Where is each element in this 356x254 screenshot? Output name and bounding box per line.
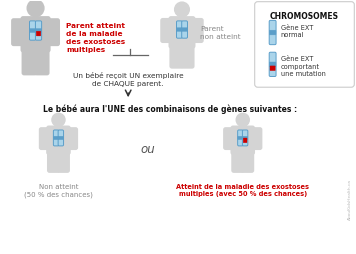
Text: Gène EXT
normal: Gène EXT normal <box>281 25 313 38</box>
Text: Parent atteint
de la maladie
des exostoses
multiples: Parent atteint de la maladie des exostos… <box>67 23 126 53</box>
Text: CHROMOSOMES: CHROMOSOMES <box>270 12 339 21</box>
FancyBboxPatch shape <box>238 130 243 146</box>
FancyBboxPatch shape <box>269 62 276 67</box>
Text: Gène EXT
comportant
une mutation: Gène EXT comportant une mutation <box>281 56 325 77</box>
Circle shape <box>27 0 44 17</box>
Circle shape <box>236 113 249 126</box>
FancyBboxPatch shape <box>241 150 254 173</box>
FancyBboxPatch shape <box>30 21 36 40</box>
FancyBboxPatch shape <box>53 136 59 140</box>
FancyBboxPatch shape <box>53 130 59 146</box>
FancyBboxPatch shape <box>44 18 60 46</box>
FancyBboxPatch shape <box>182 21 188 38</box>
FancyBboxPatch shape <box>180 43 195 69</box>
FancyBboxPatch shape <box>46 125 71 155</box>
FancyBboxPatch shape <box>160 18 174 43</box>
FancyBboxPatch shape <box>269 52 276 76</box>
Text: Un bébé reçoit UN exemplaire
de CHAQUE parent.: Un bébé reçoit UN exemplaire de CHAQUE p… <box>73 72 183 87</box>
FancyBboxPatch shape <box>36 29 42 33</box>
FancyBboxPatch shape <box>243 138 247 143</box>
FancyBboxPatch shape <box>22 47 37 75</box>
Circle shape <box>52 113 65 126</box>
FancyBboxPatch shape <box>58 136 63 140</box>
FancyBboxPatch shape <box>230 125 255 155</box>
FancyBboxPatch shape <box>58 130 64 146</box>
Text: AbouKidsHealth.ca: AbouKidsHealth.ca <box>348 179 352 220</box>
FancyBboxPatch shape <box>168 16 195 49</box>
FancyBboxPatch shape <box>11 18 27 46</box>
FancyBboxPatch shape <box>35 21 42 40</box>
FancyBboxPatch shape <box>65 127 78 150</box>
FancyBboxPatch shape <box>231 150 245 173</box>
Text: Le bébé aura l'UNE des combinaisons de gènes suivantes :: Le bébé aura l'UNE des combinaisons de g… <box>43 104 297 114</box>
FancyBboxPatch shape <box>177 28 182 31</box>
Circle shape <box>175 2 189 17</box>
FancyBboxPatch shape <box>177 21 182 38</box>
FancyBboxPatch shape <box>269 20 276 45</box>
FancyBboxPatch shape <box>182 28 187 31</box>
Text: Parent
non atteint: Parent non atteint <box>200 26 241 40</box>
FancyBboxPatch shape <box>21 16 51 52</box>
FancyBboxPatch shape <box>223 127 236 150</box>
FancyBboxPatch shape <box>190 18 204 43</box>
FancyBboxPatch shape <box>242 136 248 140</box>
FancyBboxPatch shape <box>270 66 275 71</box>
FancyBboxPatch shape <box>269 30 276 35</box>
FancyBboxPatch shape <box>242 130 248 146</box>
FancyBboxPatch shape <box>238 136 243 140</box>
FancyBboxPatch shape <box>169 43 184 69</box>
FancyBboxPatch shape <box>57 150 70 173</box>
FancyBboxPatch shape <box>249 127 262 150</box>
FancyBboxPatch shape <box>47 150 60 173</box>
FancyBboxPatch shape <box>34 47 49 75</box>
Text: Non atteint
(50 % des chances): Non atteint (50 % des chances) <box>24 184 93 198</box>
FancyBboxPatch shape <box>255 2 354 87</box>
Text: Atteint de la maladie des exostoses
multiples (avec 50 % des chances): Atteint de la maladie des exostoses mult… <box>176 184 309 197</box>
Text: ou: ou <box>141 143 156 156</box>
FancyBboxPatch shape <box>39 127 52 150</box>
FancyBboxPatch shape <box>36 31 41 36</box>
FancyBboxPatch shape <box>30 29 36 33</box>
